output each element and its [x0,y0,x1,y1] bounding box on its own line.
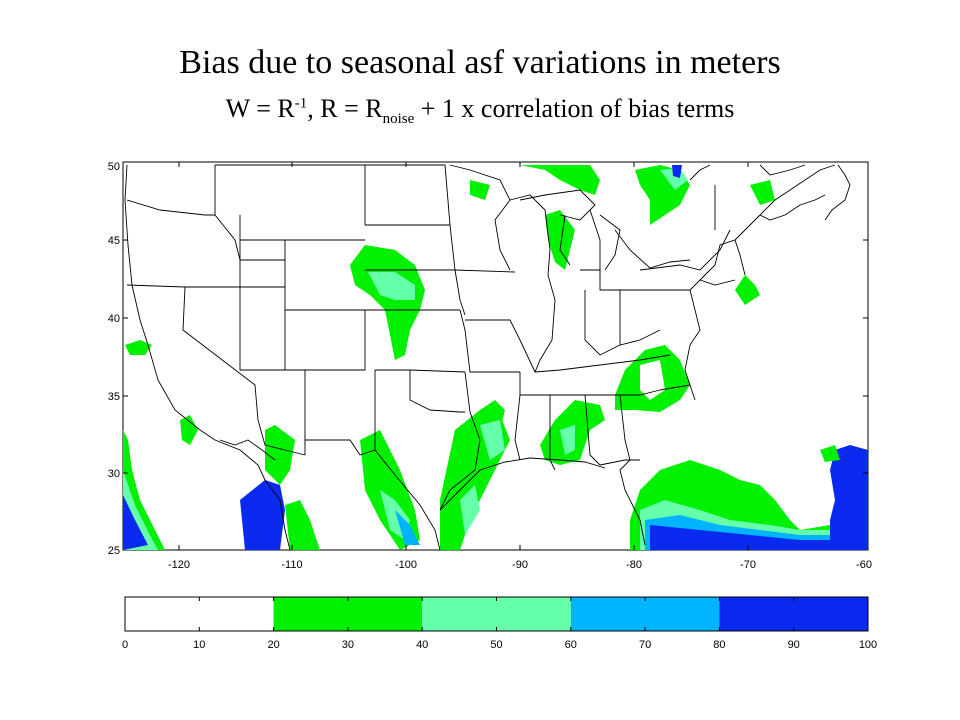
colorbar-bin [422,597,571,631]
colorbar-bin [719,597,868,631]
lat-tick: 35 [108,391,120,403]
lat-tick: 40 [108,313,120,325]
lon-tick: -70 [740,559,756,571]
lat-tick: 25 [108,545,120,557]
lat-tick: 30 [108,468,120,480]
colorbar-tick-label: 10 [193,639,205,651]
colorbar-tick-label: 50 [490,639,502,651]
colorbar-tick-label: 20 [267,639,279,651]
lat-tick: 45 [108,235,120,247]
colorbar-tick-label: 60 [565,639,577,651]
lon-tick: -110 [281,559,302,571]
lon-tick: -100 [395,559,417,571]
lat-tick-labels: 50 45 40 35 30 25 [108,161,120,557]
colorbar-bin [125,597,274,631]
lon-tick: -120 [168,559,190,571]
axis-ticks [123,162,868,550]
colorbar-bin [273,597,423,631]
lon-tick: -60 [856,559,872,571]
colorbar-tick-label: 0 [122,639,128,651]
lon-tick: -80 [626,559,642,571]
state-boundaries [124,164,851,551]
colorbar-tick-label: 100 [859,639,877,651]
map-title: Bias due to seasonal asf variations in m… [179,44,781,81]
lon-tick: -90 [512,559,528,571]
colorbar-tick-label: 70 [639,639,651,651]
colorbar-tick-label: 30 [342,639,354,651]
colorbar-tick-label: 80 [713,639,725,651]
colorbar-tick-label: 90 [788,639,800,651]
map-subtitle: W = R-1, R = Rnoise + 1 x correlation of… [225,94,735,128]
colorbar-bin [570,597,720,631]
lon-tick-labels: -120 -110 -100 -90 -80 -70 -60 [168,559,872,571]
colorbar-tick-label: 40 [416,639,428,651]
lat-tick: 50 [108,161,120,173]
colorbar: 0 10 20 30 40 50 60 70 80 90 100 [122,596,877,651]
